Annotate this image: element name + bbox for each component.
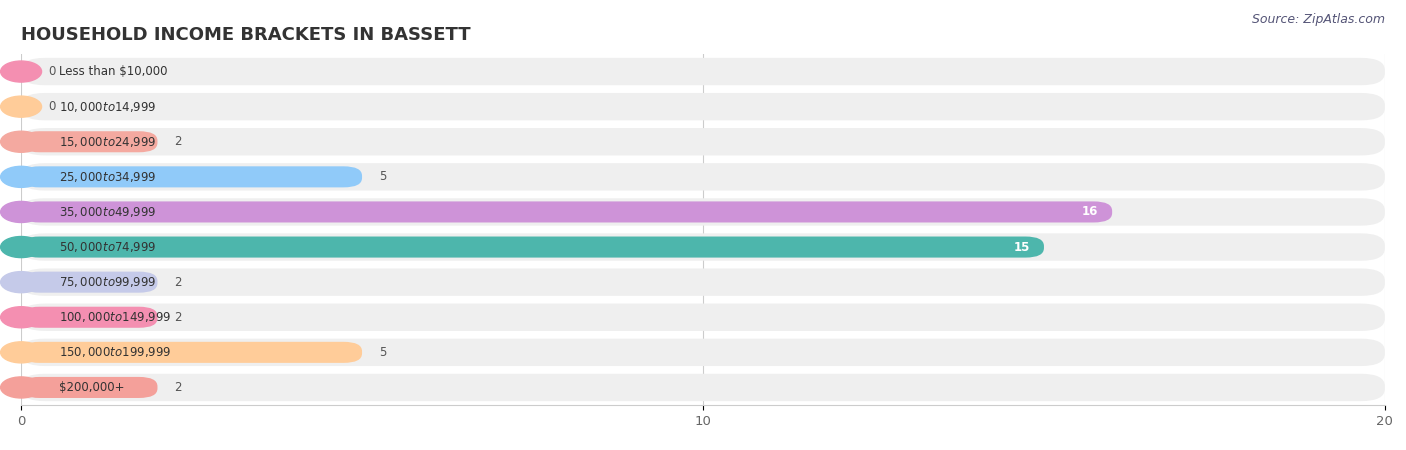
- Circle shape: [0, 307, 42, 328]
- FancyBboxPatch shape: [21, 198, 1385, 225]
- Text: 2: 2: [174, 276, 181, 288]
- FancyBboxPatch shape: [21, 166, 363, 187]
- FancyBboxPatch shape: [21, 131, 157, 152]
- Text: $10,000 to $14,999: $10,000 to $14,999: [59, 99, 156, 114]
- Text: 2: 2: [174, 381, 181, 394]
- Circle shape: [0, 237, 42, 257]
- FancyBboxPatch shape: [21, 339, 1385, 366]
- FancyBboxPatch shape: [21, 234, 1385, 261]
- FancyBboxPatch shape: [21, 58, 1385, 85]
- Text: $25,000 to $34,999: $25,000 to $34,999: [59, 170, 156, 184]
- FancyBboxPatch shape: [21, 377, 157, 398]
- Text: 0: 0: [48, 100, 56, 113]
- FancyBboxPatch shape: [21, 342, 363, 363]
- Circle shape: [0, 131, 42, 152]
- Text: 0: 0: [48, 65, 56, 78]
- FancyBboxPatch shape: [21, 163, 1385, 190]
- FancyBboxPatch shape: [21, 272, 157, 292]
- Text: $35,000 to $49,999: $35,000 to $49,999: [59, 205, 156, 219]
- Text: $100,000 to $149,999: $100,000 to $149,999: [59, 310, 172, 324]
- Circle shape: [0, 166, 42, 187]
- FancyBboxPatch shape: [21, 93, 1385, 120]
- Text: $15,000 to $24,999: $15,000 to $24,999: [59, 135, 156, 149]
- FancyBboxPatch shape: [21, 304, 1385, 331]
- Circle shape: [0, 272, 42, 292]
- Circle shape: [0, 61, 42, 82]
- Text: 5: 5: [380, 171, 387, 183]
- Circle shape: [0, 377, 42, 398]
- Text: 16: 16: [1083, 206, 1098, 218]
- Text: $50,000 to $74,999: $50,000 to $74,999: [59, 240, 156, 254]
- FancyBboxPatch shape: [21, 202, 1112, 222]
- Circle shape: [0, 202, 42, 222]
- Text: 2: 2: [174, 311, 181, 324]
- Text: HOUSEHOLD INCOME BRACKETS IN BASSETT: HOUSEHOLD INCOME BRACKETS IN BASSETT: [21, 26, 471, 44]
- Text: $200,000+: $200,000+: [59, 381, 124, 394]
- Text: 2: 2: [174, 135, 181, 148]
- FancyBboxPatch shape: [21, 128, 1385, 155]
- FancyBboxPatch shape: [21, 269, 1385, 296]
- FancyBboxPatch shape: [21, 237, 1045, 257]
- FancyBboxPatch shape: [21, 307, 157, 328]
- Text: Source: ZipAtlas.com: Source: ZipAtlas.com: [1251, 14, 1385, 27]
- Text: 15: 15: [1014, 241, 1031, 253]
- Text: 5: 5: [380, 346, 387, 359]
- Text: Less than $10,000: Less than $10,000: [59, 65, 167, 78]
- Text: $75,000 to $99,999: $75,000 to $99,999: [59, 275, 156, 289]
- Text: $150,000 to $199,999: $150,000 to $199,999: [59, 345, 172, 360]
- FancyBboxPatch shape: [21, 374, 1385, 401]
- Circle shape: [0, 342, 42, 363]
- Circle shape: [0, 96, 42, 117]
